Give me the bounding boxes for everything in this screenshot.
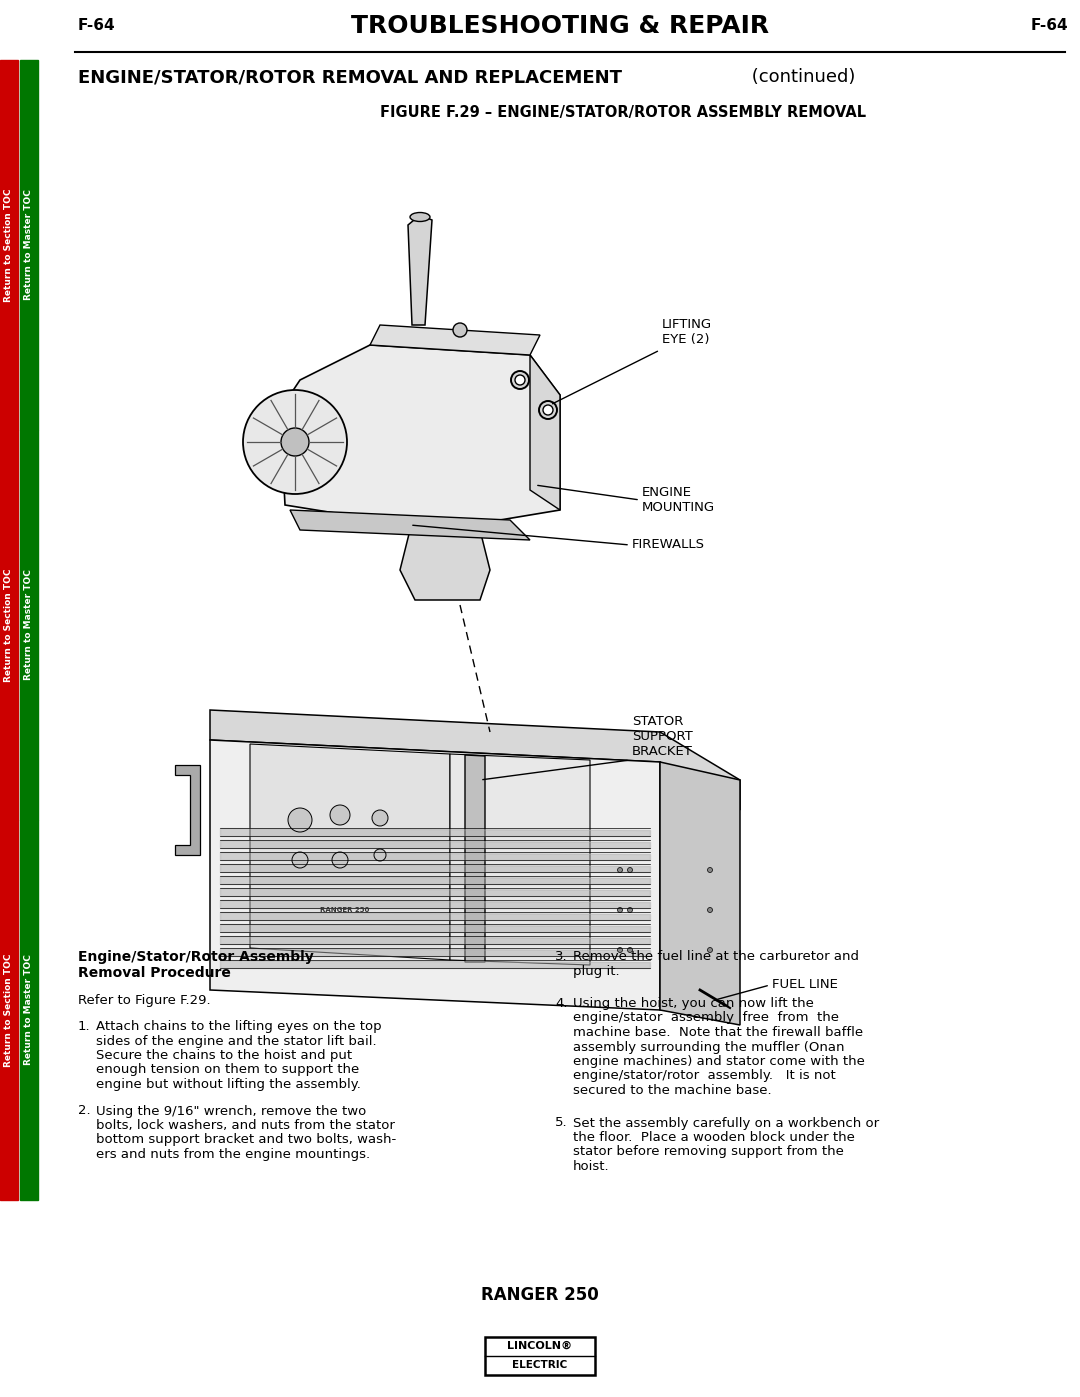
Text: FUEL LINE: FUEL LINE	[772, 978, 838, 992]
Text: Return to Master TOC: Return to Master TOC	[25, 190, 33, 300]
Circle shape	[281, 427, 309, 455]
Circle shape	[453, 323, 467, 337]
Circle shape	[292, 852, 308, 868]
Circle shape	[330, 805, 350, 826]
Text: LINCOLN®: LINCOLN®	[508, 1341, 572, 1351]
Text: 3.: 3.	[555, 950, 568, 963]
Text: Set the assembly carefully on a workbench or: Set the assembly carefully on a workbenc…	[573, 1116, 879, 1130]
Polygon shape	[660, 761, 740, 1025]
Text: Using the hoist, you can now lift the: Using the hoist, you can now lift the	[573, 997, 814, 1010]
Circle shape	[627, 947, 633, 953]
Text: 4.: 4.	[555, 997, 567, 1010]
Ellipse shape	[410, 212, 430, 222]
Text: bottom support bracket and two bolts, wash-: bottom support bracket and two bolts, wa…	[96, 1133, 396, 1147]
Polygon shape	[280, 345, 561, 529]
Polygon shape	[408, 215, 432, 326]
Text: assembly surrounding the muffler (Onan: assembly surrounding the muffler (Onan	[573, 1041, 845, 1053]
Text: Secure the chains to the hoist and put: Secure the chains to the hoist and put	[96, 1049, 352, 1062]
Circle shape	[707, 908, 713, 912]
Circle shape	[627, 868, 633, 873]
Bar	[21, 820, 38, 1200]
Circle shape	[511, 372, 529, 388]
Circle shape	[618, 908, 622, 912]
Text: engine/stator/rotor  assembly.   It is not: engine/stator/rotor assembly. It is not	[573, 1070, 836, 1083]
Text: enough tension on them to support the: enough tension on them to support the	[96, 1063, 360, 1077]
Text: bolts, lock washers, and nuts from the stator: bolts, lock washers, and nuts from the s…	[96, 1119, 395, 1132]
Text: Return to Section TOC: Return to Section TOC	[4, 953, 14, 1067]
Circle shape	[618, 868, 622, 873]
Polygon shape	[530, 355, 561, 510]
Circle shape	[707, 947, 713, 953]
Circle shape	[243, 390, 347, 495]
Text: engine machines) and stator come with the: engine machines) and stator come with th…	[573, 1055, 865, 1067]
Text: STATOR
SUPPORT
BRACKET: STATOR SUPPORT BRACKET	[632, 715, 693, 759]
Polygon shape	[175, 766, 200, 855]
Bar	[21, 60, 38, 430]
Circle shape	[288, 807, 312, 833]
Polygon shape	[291, 510, 530, 541]
Text: Return to Section TOC: Return to Section TOC	[4, 189, 14, 302]
Text: ENGINE/STATOR/ROTOR REMOVAL AND REPLACEMENT: ENGINE/STATOR/ROTOR REMOVAL AND REPLACEM…	[78, 68, 622, 87]
Circle shape	[618, 947, 622, 953]
Text: secured to the machine base.: secured to the machine base.	[573, 1084, 771, 1097]
Bar	[485, 1337, 595, 1375]
Polygon shape	[450, 754, 590, 965]
Circle shape	[627, 908, 633, 912]
Text: 1.: 1.	[78, 1020, 91, 1032]
Bar	[21, 430, 38, 820]
Text: hoist.: hoist.	[573, 1160, 609, 1173]
Circle shape	[372, 810, 388, 826]
Polygon shape	[370, 326, 540, 355]
Text: engine but without lifting the assembly.: engine but without lifting the assembly.	[96, 1078, 361, 1091]
Text: machine base.  Note that the firewall baffle: machine base. Note that the firewall baf…	[573, 1025, 863, 1039]
Text: 5.: 5.	[555, 1116, 568, 1130]
Text: stator before removing support from the: stator before removing support from the	[573, 1146, 843, 1158]
Text: TROUBLESHOOTING & REPAIR: TROUBLESHOOTING & REPAIR	[351, 14, 769, 38]
Circle shape	[707, 868, 713, 873]
Polygon shape	[249, 745, 450, 960]
Text: Return to Section TOC: Return to Section TOC	[4, 569, 14, 682]
Text: 2.: 2.	[78, 1105, 91, 1118]
Text: FIGURE F.29 – ENGINE/STATOR/ROTOR ASSEMBLY REMOVAL: FIGURE F.29 – ENGINE/STATOR/ROTOR ASSEMB…	[380, 105, 866, 120]
Text: Attach chains to the lifting eyes on the top: Attach chains to the lifting eyes on the…	[96, 1020, 381, 1032]
Polygon shape	[210, 710, 740, 810]
Text: Return to Master TOC: Return to Master TOC	[25, 954, 33, 1066]
Circle shape	[543, 405, 553, 415]
Text: ENGINE
MOUNTING: ENGINE MOUNTING	[642, 486, 715, 514]
Text: ers and nuts from the engine mountings.: ers and nuts from the engine mountings.	[96, 1148, 370, 1161]
Text: plug it.: plug it.	[573, 964, 620, 978]
Polygon shape	[400, 529, 490, 599]
Circle shape	[374, 849, 386, 861]
Text: F-64: F-64	[1030, 18, 1068, 34]
Text: the floor.  Place a wooden block under the: the floor. Place a wooden block under th…	[573, 1132, 855, 1144]
Polygon shape	[465, 754, 485, 963]
Text: Refer to Figure F.29.: Refer to Figure F.29.	[78, 995, 211, 1007]
Text: engine/stator  assembly  free  from  the: engine/stator assembly free from the	[573, 1011, 839, 1024]
Circle shape	[539, 401, 557, 419]
Text: RANGER 250: RANGER 250	[321, 907, 369, 914]
Circle shape	[332, 852, 348, 868]
Text: sides of the engine and the stator lift bail.: sides of the engine and the stator lift …	[96, 1035, 377, 1048]
Circle shape	[515, 374, 525, 386]
Text: Return to Master TOC: Return to Master TOC	[25, 570, 33, 680]
Text: Remove the fuel line at the carburetor and: Remove the fuel line at the carburetor a…	[573, 950, 859, 963]
Bar	[0, 820, 18, 1200]
Text: Removal Procedure: Removal Procedure	[78, 965, 231, 981]
Bar	[0, 430, 18, 820]
Polygon shape	[210, 740, 660, 1010]
Text: ELECTRIC: ELECTRIC	[512, 1361, 568, 1370]
Text: RANGER 250: RANGER 250	[481, 1287, 599, 1303]
Text: Engine/Stator/Rotor Assembly: Engine/Stator/Rotor Assembly	[78, 950, 314, 964]
Text: FIREWALLS: FIREWALLS	[632, 538, 705, 552]
Bar	[0, 60, 18, 430]
Text: F-64: F-64	[78, 18, 116, 34]
Text: (continued): (continued)	[746, 68, 855, 87]
Text: Using the 9/16" wrench, remove the two: Using the 9/16" wrench, remove the two	[96, 1105, 366, 1118]
Text: LIFTING
EYE (2): LIFTING EYE (2)	[662, 319, 712, 346]
